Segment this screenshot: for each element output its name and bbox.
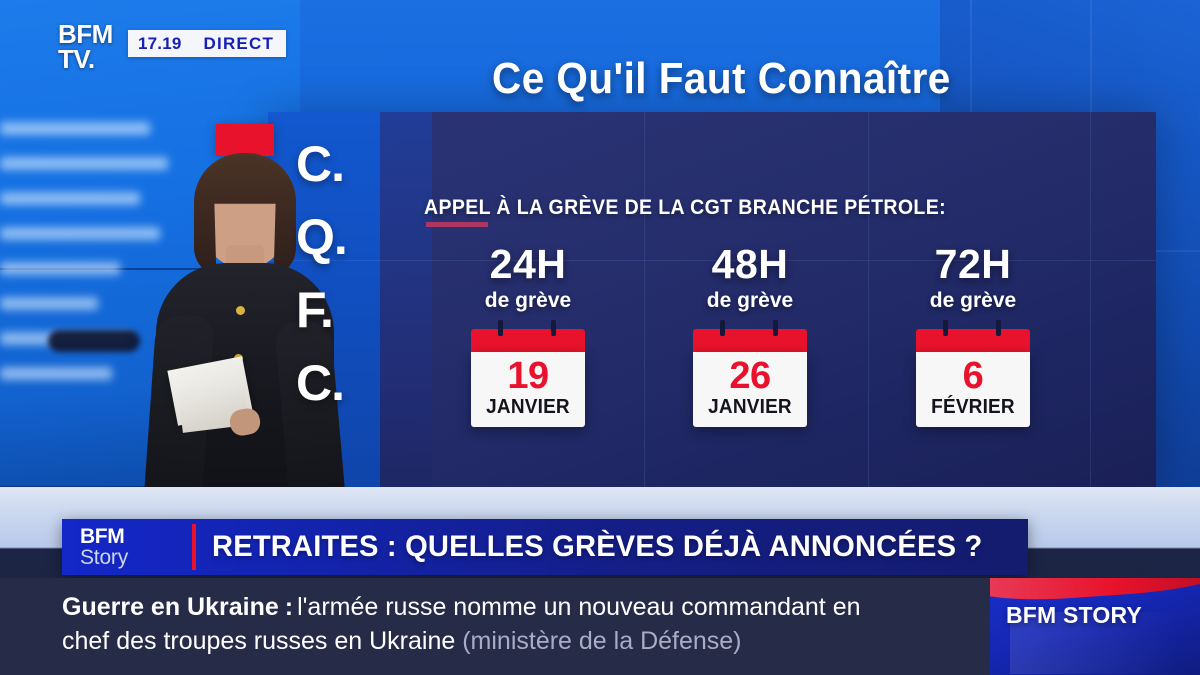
blurred-redaction-bar: [48, 330, 140, 352]
ticker-source: (ministère de la Défense): [462, 627, 742, 655]
clock-live-bar: 17.19 DIRECT: [128, 30, 287, 57]
segment-acronym: C. Q. F. C.: [296, 128, 380, 420]
strike-column: 48H de grève 26 JANVIER: [655, 242, 845, 427]
lower-third-divider: [192, 524, 196, 570]
ticker-line-2: chef des troupes russes en Ukraine (mini…: [62, 624, 990, 658]
show-logo: BFM Story: [62, 526, 192, 568]
clock-time: 17.19: [138, 33, 182, 53]
acronym-letter-3: F.: [296, 282, 334, 338]
calendar-month: JANVIER: [486, 396, 570, 418]
calendar-month: JANVIER: [708, 396, 792, 418]
news-ticker: Guerre en Ukraine: l'armée russe nomme un…: [0, 578, 990, 675]
story-swoosh-graphic: [990, 578, 1200, 606]
segment-subtitle-underline: [426, 222, 488, 227]
acronym-letter-1: C.: [296, 136, 345, 192]
strike-duration-sub: de grève: [929, 289, 1017, 312]
presenter: [143, 115, 346, 515]
board-accent-strip-secondary: [380, 112, 432, 490]
strike-duration: 24H: [489, 241, 567, 287]
show-logo-brand: BFM: [80, 525, 125, 548]
segment-subtitle: APPEL À LA GRÈVE DE LA CGT BRANCHE PÉTRO…: [424, 196, 947, 219]
bfmtv-logo-line1: BFM: [58, 19, 113, 49]
strike-duration-sub: de grève: [706, 289, 794, 312]
calendar-day: 26: [729, 355, 771, 397]
lower-third-banner: BFM Story RETRAITES : QUELLES GRÈVES DÉJ…: [62, 519, 1028, 575]
ticker-body-line1: l'armée russe nomme un nouveau commandan…: [297, 593, 861, 621]
ticker-colon: :: [284, 593, 294, 621]
strike-duration: 48H: [711, 241, 789, 287]
strike-duration-sub: de grève: [484, 289, 572, 312]
acronym-letter-2: Q.: [296, 209, 348, 265]
calendar-month: FÉVRIER: [931, 396, 1015, 418]
red-accent-block: [216, 124, 274, 156]
calendar-icon: 6 FÉVRIER: [916, 320, 1030, 427]
calendar-icon: 26 JANVIER: [693, 320, 807, 427]
strike-column: 24H de grève 19 JANVIER: [433, 242, 623, 427]
lower-third-headline: RETRAITES : QUELLES GRÈVES DÉJÀ ANNONCÉE…: [212, 530, 983, 563]
story-sheen: [1010, 612, 1180, 674]
live-badge: DIRECT: [203, 33, 275, 53]
acronym-letter-4: C.: [296, 355, 345, 411]
strike-duration: 72H: [934, 241, 1012, 287]
show-identity-box: BFM STORY: [990, 578, 1200, 675]
bfmtv-logo-line2: TV.: [58, 44, 95, 74]
strike-column: 72H de grève 6 FÉVRIER: [878, 242, 1068, 427]
ticker-topic: Guerre en Ukraine: [62, 593, 279, 621]
calendar-icon: 19 JANVIER: [471, 320, 585, 427]
story-box-label: BFM STORY: [1006, 602, 1142, 628]
calendar-day: 19: [507, 355, 549, 397]
ticker-body-line2: chef des troupes russes en Ukraine: [62, 627, 456, 655]
segment-title: Ce Qu'il Faut Connaître: [492, 54, 951, 103]
ticker-line-1: Guerre en Ukraine: l'armée russe nomme un…: [62, 590, 990, 624]
blurred-background-text: [0, 100, 185, 402]
bfmtv-logo: BFM TV.: [58, 19, 120, 74]
calendar-day: 6: [962, 355, 984, 397]
show-logo-name: Story: [80, 546, 129, 569]
